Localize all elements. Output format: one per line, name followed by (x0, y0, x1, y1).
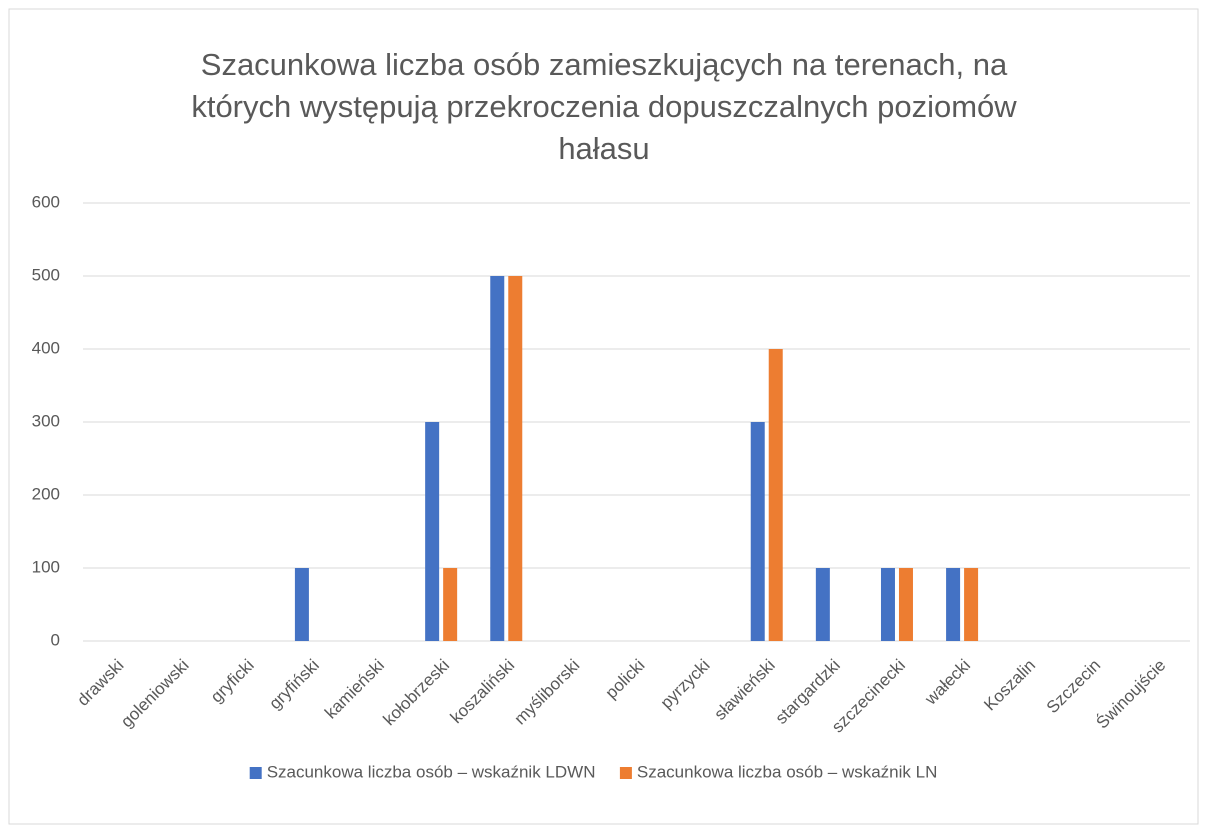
legend-label: Szacunkowa liczba osób – wskaźnik LN (637, 762, 937, 781)
y-tick-label: 500 (32, 265, 60, 284)
chart-border (8, 8, 1199, 825)
bar (815, 568, 830, 641)
legend-swatch (249, 767, 262, 779)
y-tick-label: 600 (32, 192, 60, 211)
bar (425, 422, 440, 641)
y-tick-label: 200 (32, 484, 60, 503)
legend-swatch (619, 767, 632, 779)
y-tick-label: 300 (32, 411, 60, 430)
y-tick-label: 100 (32, 557, 60, 576)
chart-title: Szacunkowa liczba osób zamieszkujących n… (191, 47, 1017, 166)
bar (508, 276, 523, 641)
bar (294, 568, 309, 641)
y-tick-label: 0 (51, 630, 60, 649)
y-tick-label: 400 (32, 338, 60, 357)
legend-label: Szacunkowa liczba osób – wskaźnik LDWN (267, 762, 596, 781)
bar (490, 276, 505, 641)
bar (898, 568, 913, 641)
bar (880, 568, 895, 641)
bar (750, 422, 765, 641)
bar (946, 568, 961, 641)
bar (768, 349, 783, 641)
bar (964, 568, 979, 641)
bar (443, 568, 458, 641)
